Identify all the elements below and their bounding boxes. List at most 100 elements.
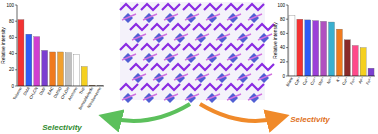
structure-link [195, 74, 209, 80]
bar [18, 20, 24, 86]
bar [313, 21, 319, 76]
bar [26, 34, 32, 86]
structure-chain [246, 4, 264, 10]
x-tick-label: Cd²⁺ [293, 76, 302, 86]
bar [65, 53, 71, 86]
y-tick-label: 0 [11, 84, 14, 89]
bar-chart: 020406080100Relative intensityTolueneDMA… [1, 3, 104, 132]
structure-chain [225, 4, 243, 10]
structure-chain [162, 44, 180, 50]
structure-link [143, 94, 157, 100]
structure-link [185, 94, 199, 100]
arrow-right [200, 104, 278, 121]
structure-chain [130, 64, 148, 70]
structure-link [195, 34, 209, 40]
structure-link [132, 34, 146, 40]
structure-chain [214, 64, 232, 70]
structure-link [174, 34, 188, 40]
structure-link [143, 54, 157, 60]
structure-chain [256, 64, 274, 70]
x-tick-label: CH₃CN [28, 86, 39, 100]
structure-chain [204, 4, 222, 10]
structure-link [206, 94, 220, 100]
arrow-left [110, 104, 190, 121]
y-axis [17, 5, 18, 86]
structure-link [206, 54, 220, 60]
y-tick-label: 80 [280, 17, 286, 22]
structure-link [216, 34, 230, 40]
bar [368, 68, 374, 76]
structure-chain [141, 44, 159, 50]
bar [352, 45, 358, 76]
y-tick-label: 60 [9, 35, 15, 40]
y-tick-label: 0 [282, 74, 285, 79]
structure-chain [246, 44, 264, 50]
structure-chain [162, 84, 180, 90]
structure-chain [204, 44, 222, 50]
structure-chain [235, 64, 253, 70]
structure-chain [246, 84, 264, 90]
structure-link [237, 74, 251, 80]
structure-chain [214, 24, 232, 30]
structure-chain [151, 24, 169, 30]
crystal-structure [120, 2, 274, 103]
structure-link [164, 94, 178, 100]
structure-chain [225, 84, 243, 90]
structure-link [237, 34, 251, 40]
bars [289, 16, 374, 76]
x-tick-label: Blank [285, 76, 294, 87]
bars [18, 20, 103, 86]
y-tick-label: 40 [280, 45, 286, 50]
structure-link [248, 14, 262, 20]
structure-chain [172, 64, 190, 70]
structure-chain [130, 24, 148, 30]
y-tick-label: 40 [9, 51, 15, 56]
bar [81, 67, 87, 86]
structure-chain [120, 84, 138, 90]
annotation: Selectivity [42, 123, 82, 132]
structure-chain [256, 24, 274, 30]
structure-chain [204, 84, 222, 90]
bar [328, 22, 334, 76]
structure-chain [235, 24, 253, 30]
bar [50, 52, 56, 86]
x-tick-label: K⁺ [335, 76, 342, 83]
structure-chain [151, 64, 169, 70]
structure-bg [120, 2, 265, 100]
structure-link [206, 14, 220, 20]
y-axis [288, 5, 289, 76]
x-tick-label: Fe³⁺ [349, 76, 357, 86]
structure-link [153, 74, 167, 80]
structure-link [258, 34, 272, 40]
structure-chain [183, 4, 201, 10]
annotation: Selectivity [290, 115, 330, 124]
structure-chain [172, 24, 190, 30]
bar [305, 20, 311, 76]
structure-link [153, 34, 167, 40]
structure-chain [183, 44, 201, 50]
structure-link [164, 54, 178, 60]
y-tick-label: 20 [280, 59, 286, 64]
bar [34, 37, 40, 86]
structure-link [248, 54, 262, 60]
bar [73, 54, 79, 86]
y-axis-label: Relative intensity [1, 27, 6, 64]
structure-chain [193, 64, 211, 70]
figure: 020406080100Relative intensityTolueneDMA… [0, 0, 378, 134]
x-tick-label: Cu²⁺ [341, 76, 350, 86]
structure-link [174, 74, 188, 80]
structure-chain [120, 44, 138, 50]
structure-link [185, 14, 199, 20]
bar [321, 21, 327, 76]
y-tick-label: 100 [6, 3, 14, 8]
y-tick-label: 60 [280, 31, 286, 36]
structure-chain [225, 44, 243, 50]
structure-chain [183, 84, 201, 90]
bar [336, 29, 342, 76]
structure-link [185, 54, 199, 60]
structure-chain [141, 84, 159, 90]
structure-chain [120, 4, 138, 10]
x-tick-label: DMF [38, 86, 47, 96]
structure-link [122, 94, 136, 100]
structure-link [227, 14, 241, 20]
